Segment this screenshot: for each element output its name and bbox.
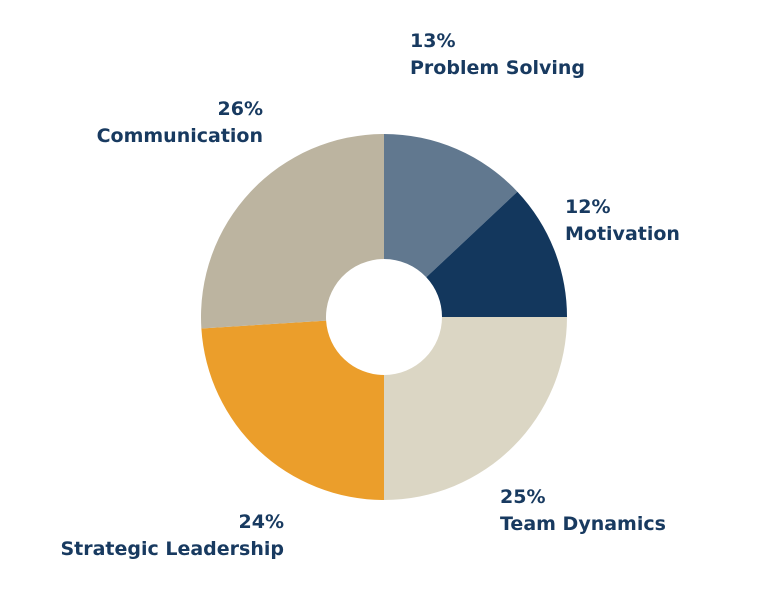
slice-team-dynamics bbox=[384, 317, 567, 500]
slice-motivation bbox=[426, 191, 567, 317]
label-name: Problem Solving bbox=[410, 57, 586, 79]
slice-strategic-leadership bbox=[201, 320, 384, 500]
label-name: Team Dynamics bbox=[500, 513, 666, 535]
label-communication: 26% Communication bbox=[97, 96, 263, 150]
slice-problem-solving bbox=[384, 134, 518, 278]
label-team-dynamics: 25% Team Dynamics bbox=[500, 484, 666, 538]
label-name: Motivation bbox=[565, 223, 680, 245]
slice-communication bbox=[201, 134, 384, 329]
label-motivation: 12% Motivation bbox=[565, 194, 680, 248]
donut-slices bbox=[201, 134, 567, 500]
label-problem-solving: 13% Problem Solving bbox=[410, 28, 585, 82]
label-strategic-leadership: 24% Strategic Leadership bbox=[60, 509, 284, 563]
label-pct: 26% bbox=[217, 98, 263, 120]
label-name: Strategic Leadership bbox=[60, 538, 284, 560]
label-pct: 25% bbox=[500, 486, 546, 508]
label-name: Communication bbox=[96, 125, 263, 147]
label-pct: 24% bbox=[238, 511, 284, 533]
label-pct: 12% bbox=[565, 196, 611, 218]
label-pct: 13% bbox=[410, 30, 456, 52]
